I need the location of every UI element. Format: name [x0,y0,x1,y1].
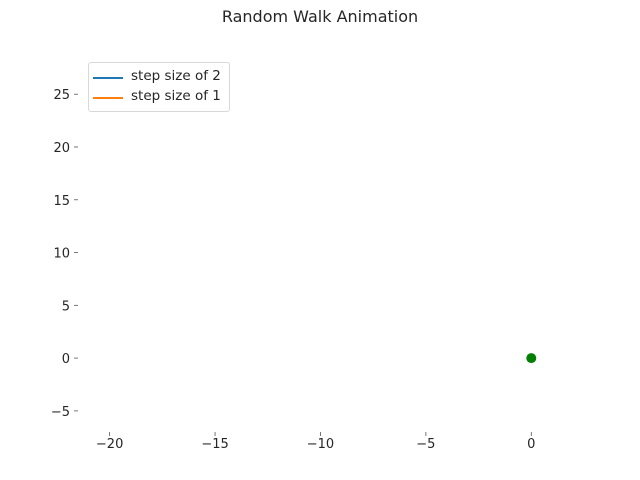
legend-swatch [93,77,123,79]
legend-entry-series-2: step size of 1 [89,87,229,107]
y-tick-label: 15 [53,194,70,209]
legend-label: step size of 2 [131,68,221,84]
y-axis: −5 0 5 10 15 20 25 [51,88,78,420]
y-tick-label: 5 [62,299,70,314]
legend-swatch [93,97,123,99]
x-tick-label: −5 [416,437,435,452]
x-axis: −20 −15 −10 −5 0 [96,432,535,452]
x-tick-label: −20 [96,437,123,452]
x-tick-label: 0 [527,437,535,452]
x-tick-label: −10 [307,437,334,452]
legend-entry-series-1: step size of 2 [89,67,229,87]
y-tick-label: 25 [53,88,70,103]
legend-label: step size of 1 [131,88,221,104]
points-layer [526,353,537,364]
legend: step size of 2 step size of 1 [88,62,230,112]
y-tick-label: 20 [53,141,70,156]
x-tick-label: −15 [201,437,228,452]
y-tick-label: 10 [53,247,70,262]
y-tick-label: 0 [62,352,70,367]
y-tick-label: −5 [51,405,70,420]
walker-point [526,353,537,364]
chart-title: Random Walk Animation [221,7,419,26]
